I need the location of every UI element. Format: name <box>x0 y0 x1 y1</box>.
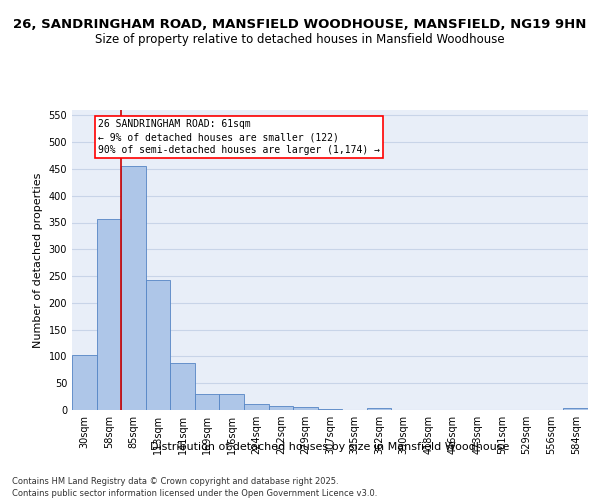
Bar <box>318 409 342 410</box>
Bar <box>220 394 244 410</box>
Bar <box>367 408 391 410</box>
Bar <box>97 219 121 410</box>
Bar <box>195 394 220 410</box>
Bar <box>293 408 318 410</box>
Text: 26, SANDRINGHAM ROAD, MANSFIELD WOODHOUSE, MANSFIELD, NG19 9HN: 26, SANDRINGHAM ROAD, MANSFIELD WOODHOUS… <box>13 18 587 30</box>
Bar <box>269 406 293 410</box>
Bar <box>72 355 97 410</box>
Text: 26 SANDRINGHAM ROAD: 61sqm
← 9% of detached houses are smaller (122)
90% of semi: 26 SANDRINGHAM ROAD: 61sqm ← 9% of detac… <box>98 119 380 156</box>
Bar <box>146 280 170 410</box>
Text: Size of property relative to detached houses in Mansfield Woodhouse: Size of property relative to detached ho… <box>95 32 505 46</box>
Bar <box>170 363 195 410</box>
Bar <box>121 166 146 410</box>
Text: Distribution of detached houses by size in Mansfield Woodhouse: Distribution of detached houses by size … <box>151 442 509 452</box>
Bar <box>563 408 588 410</box>
Y-axis label: Number of detached properties: Number of detached properties <box>33 172 43 348</box>
Bar <box>244 404 269 410</box>
Text: Contains HM Land Registry data © Crown copyright and database right 2025.
Contai: Contains HM Land Registry data © Crown c… <box>12 476 377 498</box>
